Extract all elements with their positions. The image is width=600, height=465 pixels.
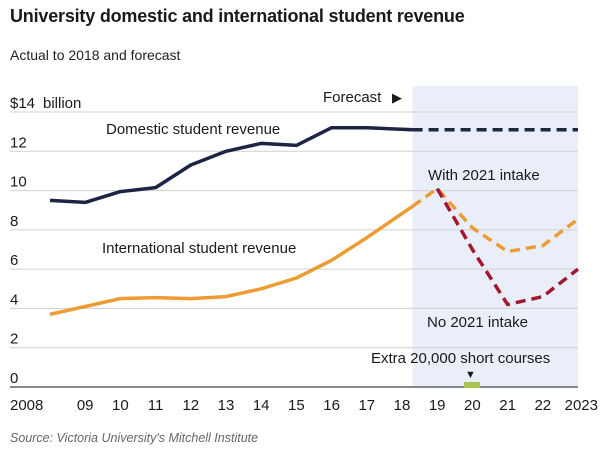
y-tick-label: 6 xyxy=(10,252,18,269)
y-tick-label: 12 xyxy=(10,134,27,151)
x-tick-label: 18 xyxy=(394,397,411,414)
x-tick-label: 11 xyxy=(148,397,164,414)
y-tick-label: 2 xyxy=(10,331,18,348)
chart-title: University domestic and international st… xyxy=(10,6,465,26)
x-tick-label: 14 xyxy=(253,397,270,414)
x-tick-label: 20 xyxy=(464,397,481,414)
x-tick-label: 21 xyxy=(499,397,516,414)
y-unit-label: billion xyxy=(43,95,81,112)
forecast-label: Forecast xyxy=(323,89,382,106)
series-line-with-2021-intake-dashed xyxy=(411,186,580,254)
x-tick-label: 09 xyxy=(77,397,94,414)
short-courses-label: Extra 20,000 short courses xyxy=(371,350,550,367)
y-tick-label: 4 xyxy=(10,291,18,308)
y-tick-label: 0 xyxy=(10,370,18,387)
international-series-label: International student revenue xyxy=(102,240,296,257)
y-tick-label: $14 xyxy=(10,95,35,112)
series-line-international-student-revenue-solid xyxy=(49,204,414,317)
with-intake-label: With 2021 intake xyxy=(428,167,540,184)
x-tick-label: 19 xyxy=(429,397,446,414)
x-tick-label: 13 xyxy=(218,397,235,414)
short-courses-marker xyxy=(464,382,480,388)
x-tick-label: 16 xyxy=(323,397,340,414)
forecast-arrow-icon: ▶ xyxy=(392,90,402,105)
y-tick-label: 10 xyxy=(10,174,27,191)
chart-subtitle: Actual to 2018 and forecast xyxy=(10,47,181,63)
no-intake-label: No 2021 intake xyxy=(427,314,528,331)
short-courses-arrow-icon: ▼ xyxy=(465,369,476,381)
domestic-series-label: Domestic student revenue xyxy=(106,121,280,138)
y-tick-label: 8 xyxy=(10,213,18,230)
series-line-no-2021-intake-dashed xyxy=(435,187,580,307)
x-tick-label: 10 xyxy=(112,397,129,414)
x-tick-label: 12 xyxy=(182,397,199,414)
source-note: Source: Victoria University's Mitchell I… xyxy=(10,431,259,445)
series-line-domestic-student-revenue-solid xyxy=(49,125,413,205)
x-tick-label: 2023 xyxy=(565,397,598,414)
forecast-band xyxy=(412,86,578,387)
x-tick-label: 2008 xyxy=(10,397,43,414)
x-tick-label: 15 xyxy=(288,397,305,414)
x-tick-label: 22 xyxy=(534,397,551,414)
x-tick-label: 17 xyxy=(358,397,375,414)
